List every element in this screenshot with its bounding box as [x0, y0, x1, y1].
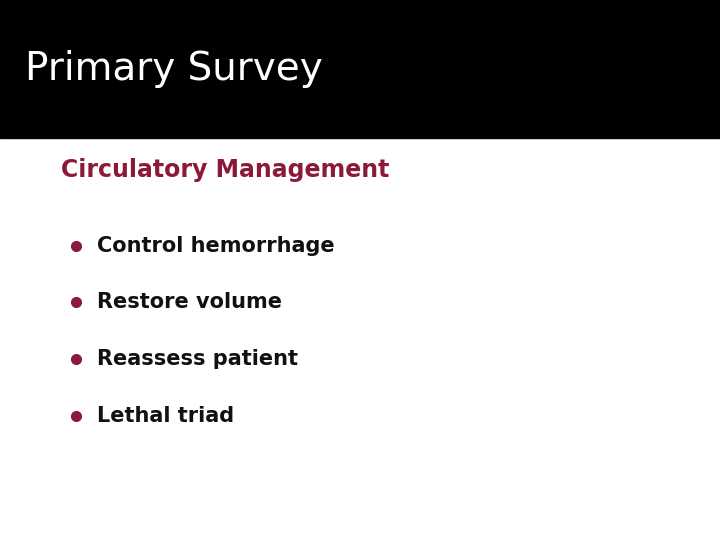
Text: Circulatory Management: Circulatory Management: [61, 158, 390, 182]
Text: Lethal triad: Lethal triad: [97, 406, 234, 426]
Text: Reassess patient: Reassess patient: [97, 349, 298, 369]
Text: Primary Survey: Primary Survey: [25, 50, 323, 88]
Text: Restore volume: Restore volume: [97, 292, 282, 313]
Bar: [0, 0, 720, 138]
Text: Control hemorrhage: Control hemorrhage: [97, 235, 335, 256]
